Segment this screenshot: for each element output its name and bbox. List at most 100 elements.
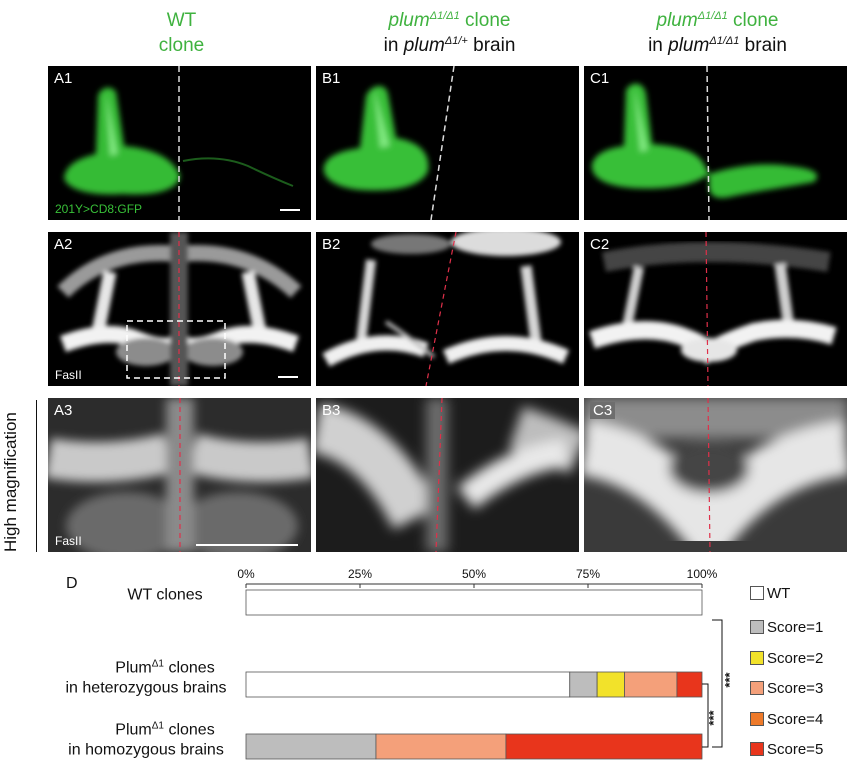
column-title-wt-line1: WT [166, 10, 197, 31]
legend-label: Score=2 [767, 649, 824, 667]
legend-item: Score=5 [750, 740, 823, 758]
legend-swatch [750, 620, 764, 634]
legend-label: Score=3 [767, 679, 824, 697]
column-title-hom-line1: plumΔ1/Δ1 clone [584, 8, 850, 33]
legend-item: Score=2 [750, 649, 823, 667]
panel-a3: A3 FasII [48, 398, 311, 552]
significance-mark: *** [722, 671, 737, 687]
legend-item: Score=1 [750, 618, 823, 636]
panel-c3: C3 [584, 398, 847, 552]
stacked-bar-chart: 0% 25% 50% 75% 100% WT clones PlumΔ1 clones in … [66, 567, 737, 760]
magnification-box [126, 320, 226, 379]
legend-item: Score=4 [750, 710, 823, 728]
column-title-het-line1: plumΔ1/Δ1 clone [316, 8, 583, 33]
bar-segment [505, 733, 703, 760]
side-label-line [36, 400, 37, 552]
x-tick-label: 0% [237, 567, 255, 581]
side-label: High magnification [1, 412, 20, 552]
bar-segment [569, 671, 598, 698]
category-label: WT clones [127, 587, 202, 604]
panel-a3-image [48, 398, 311, 552]
legend-swatch [750, 651, 764, 665]
midline [707, 398, 711, 552]
title-italic: plum [656, 10, 698, 31]
bar-segment [245, 671, 571, 698]
legend-label: Score=1 [767, 618, 824, 636]
scale-bar [278, 376, 298, 378]
panel-b1: B1 [316, 66, 579, 220]
panel-b2-image [322, 232, 570, 386]
bar-segment [375, 733, 507, 760]
title-rest: clone [727, 10, 779, 31]
x-tick-label: 50% [462, 567, 486, 581]
title-line2-italic: plum [403, 35, 445, 56]
title-line2-sup: Δ1/Δ1 [709, 35, 740, 47]
column-title-het-line2: in plumΔ1/+ brain [316, 33, 583, 58]
legend-item: WT [750, 584, 790, 602]
title-italic: plum [388, 10, 430, 31]
panel-label: C1 [590, 70, 610, 87]
midline [706, 66, 710, 220]
significance-bracket-inner [702, 683, 709, 748]
midline [430, 66, 455, 220]
column-title-hom: plumΔ1/Δ1 clone in plumΔ1/Δ1 brain [584, 8, 850, 58]
panel-label: A1 [54, 70, 73, 87]
panel-label: B1 [322, 70, 341, 87]
legend-swatch [750, 681, 764, 695]
category-label-line1: PlumΔ1 clones [115, 659, 214, 677]
scale-bar [196, 544, 298, 546]
legend-label: WT [767, 584, 791, 602]
panel-a2-image [57, 232, 302, 386]
fasii-tag: FasII [55, 368, 82, 382]
title-line2-post: brain [467, 35, 516, 56]
midline [705, 232, 709, 386]
title-line2-pre: in [383, 35, 404, 56]
legend-label: Score=5 [767, 740, 824, 758]
legend-item: Score=3 [750, 679, 823, 697]
x-tick-label: 75% [576, 567, 600, 581]
title-rest: clone [459, 10, 511, 31]
bar-segment [245, 733, 377, 760]
legend-label: Score=4 [767, 710, 824, 728]
panel-c2-image [589, 232, 837, 386]
fasii-tag: FasII [55, 534, 82, 548]
bar-segment [596, 671, 625, 698]
title-sup: Δ1/Δ1 [697, 10, 728, 22]
panel-c2: C2 [584, 232, 847, 386]
title-line2-post: brain [739, 35, 787, 56]
panel-c1-image [591, 66, 818, 220]
midline [435, 398, 443, 552]
column-title-wt-line2: clone [158, 35, 205, 56]
significance-mark: *** [706, 709, 721, 725]
legend-swatch [750, 712, 764, 726]
bar-segment [624, 671, 678, 698]
legend-swatch [750, 742, 764, 756]
panel-d-label: D [66, 575, 78, 592]
column-title-het: plumΔ1/Δ1 clone in plumΔ1/+ brain [316, 8, 583, 58]
gfp-tag: 201Y>CD8:GFP [55, 202, 143, 216]
scale-bar [280, 209, 300, 211]
panel-b2: B2 [316, 232, 579, 386]
panel-a1-image [64, 66, 300, 220]
title-line2-italic: plum [668, 35, 710, 56]
panel-label: A2 [54, 236, 73, 253]
panel-label: A3 [54, 402, 73, 419]
panel-a2: A2 FasII [48, 232, 311, 386]
panel-label: C2 [590, 236, 610, 253]
title-line2-sup: Δ1/+ [444, 35, 468, 47]
panel-c3-image [584, 398, 847, 552]
significance-bracket-outer [712, 619, 723, 748]
panel-label: B2 [322, 236, 341, 253]
category-label-line1: PlumΔ1 clones [115, 721, 214, 739]
title-line2-pre: in [648, 35, 669, 56]
x-tick-label: 100% [687, 567, 718, 581]
x-tick-label: 25% [348, 567, 372, 581]
panel-a1: A1 201Y>CD8:GFP [48, 66, 311, 220]
bar-segment [245, 589, 703, 616]
category-label-line2: in homozygous brains [68, 742, 224, 759]
panel-b1-image [323, 66, 455, 220]
bar-segment [676, 671, 703, 698]
legend-swatch [750, 586, 764, 600]
midline [425, 232, 457, 386]
panel-b3-image [316, 398, 579, 552]
